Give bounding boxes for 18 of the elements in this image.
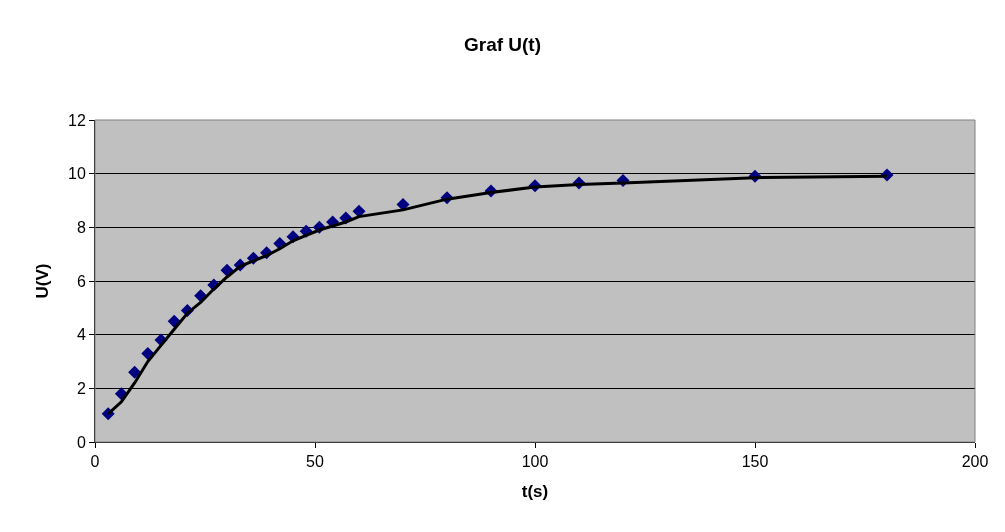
x-tick-label: 150 (741, 453, 769, 471)
y-tick-label: 2 (76, 379, 86, 397)
y-tick-label: 10 (68, 165, 86, 183)
y-tick-label: 8 (76, 218, 86, 236)
x-tick-label: 100 (521, 453, 549, 471)
y-tick-label: 0 (76, 433, 86, 451)
point (128, 365, 142, 379)
x-tick-label: 200 (961, 453, 989, 471)
chart-title: Graf U(t) (463, 33, 542, 55)
point (352, 204, 366, 218)
y-tick-label: 6 (76, 272, 86, 290)
y-axis-title: U(V) (32, 263, 52, 299)
x-axis-title: t(s) (521, 481, 549, 501)
y-tick-label: 4 (76, 326, 86, 344)
x-tick-label: 50 (306, 453, 324, 471)
y-tick-label: 12 (68, 111, 86, 129)
x-tick-label: 0 (90, 453, 100, 471)
point (141, 346, 155, 360)
